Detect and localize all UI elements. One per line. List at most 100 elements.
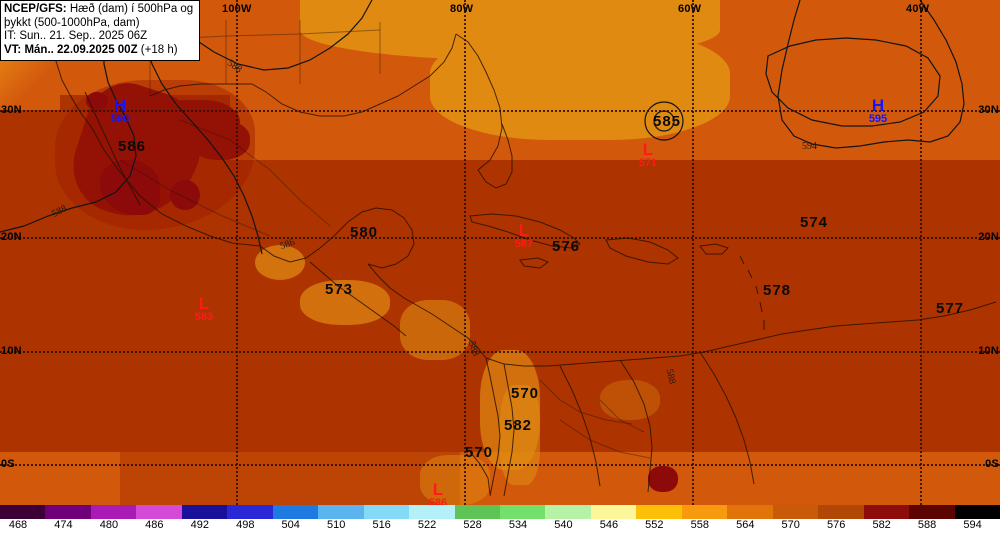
lat-label-right-0s: 0S <box>985 458 999 470</box>
center-symbol: L <box>642 140 654 159</box>
colorbar-swatch-5 <box>227 505 273 519</box>
colorbar-tick-534: 534 <box>508 519 528 531</box>
low-center-586: L 586 <box>426 481 450 505</box>
colorbar-swatch-19 <box>863 505 910 519</box>
colorbar-tick-474: 474 <box>54 519 73 531</box>
thickness-label-576-3: 576 <box>552 238 581 255</box>
low-center-583: L 583 <box>192 294 216 324</box>
colorbar-swatch-3 <box>136 505 182 519</box>
colorbar-tick-492: 492 <box>190 519 209 531</box>
lat-label-right-30n: 30N <box>978 104 999 116</box>
colorbar-tick-540: 540 <box>554 519 573 531</box>
colorbar-tick-564: 564 <box>736 519 755 531</box>
center-value: 590 <box>110 113 130 125</box>
thickness-label-570-7: 570 <box>511 385 540 402</box>
lon-label-40w: 40W <box>906 3 930 15</box>
info-line-param: þykkt (500-1000hPa, dam) <box>4 16 140 29</box>
colorbar-tick-labels: 468 474 480 486 492 498 504 510 516 522 528 534 540 5… <box>0 519 1000 533</box>
colorbar-tick-552: 552 <box>645 519 664 531</box>
colorbar-tick-588: 588 <box>917 519 937 531</box>
lon-label-80w: 80W <box>450 3 474 15</box>
center-value: 595 <box>868 113 888 125</box>
colorbar-swatch-2 <box>90 505 137 519</box>
high-center-595: H 595 <box>866 96 890 126</box>
thickness-label-574-4: 574 <box>800 214 829 231</box>
thickness-label-573-2: 573 <box>325 281 354 298</box>
colorbar-tick-558: 558 <box>690 519 709 531</box>
colorbar-swatch-0 <box>0 505 46 519</box>
colorbar-tick-570: 570 <box>781 519 800 531</box>
colorbar-swatch-6 <box>272 505 319 519</box>
low-center-587: L 587 <box>512 221 536 251</box>
thickness-label-570-9: 570 <box>465 444 494 461</box>
info-valid-bold: VT: Mán.. 22.09.2025 00Z <box>4 43 138 56</box>
colorbar-tick-594: 594 <box>963 519 982 531</box>
lat-label-right-20n: 20N <box>978 231 999 243</box>
thickness-label-586-0: 586 <box>118 138 147 155</box>
center-value: 587 <box>514 238 534 250</box>
lat-label-left-30n: 30N <box>1 104 22 116</box>
colorbar-swatch-13 <box>590 505 637 519</box>
colorbar-tick-486: 486 <box>145 519 164 531</box>
field-hot-spot-samerica <box>648 466 678 492</box>
colorbar-swatch-18 <box>818 505 864 519</box>
gridline-lon-80w <box>464 0 466 505</box>
field-guiana <box>600 380 660 420</box>
gridline-lon-60w <box>692 0 694 505</box>
thickness-label-585-10: 585 <box>653 113 682 130</box>
colorbar-tick-582: 582 <box>872 519 891 531</box>
map-info-box: NCEP/GFS: Hæð (dam) í 500hPa og þykkt (5… <box>0 0 201 61</box>
field-gulf-core <box>430 30 730 140</box>
info-line-valid: VT: Mán.. 22.09.2025 00Z (+18 h) <box>4 44 193 58</box>
center-value: 586 <box>428 497 448 505</box>
center-value: 571 <box>638 157 658 169</box>
colorbar-tick-528: 528 <box>463 519 482 531</box>
colorbar-swatch-8 <box>363 505 410 519</box>
colorbar-swatch-16 <box>727 505 773 519</box>
thickness-label-582-8: 582 <box>504 417 533 434</box>
gridline-lat-0s <box>0 464 1000 466</box>
gridline-lat-10n <box>0 351 1000 353</box>
center-symbol: L <box>518 221 530 240</box>
thickness-label-580-1: 580 <box>350 224 379 241</box>
center-value: 583 <box>194 311 214 323</box>
lat-label-left-10n: 10N <box>1 345 22 357</box>
low-center-571: L 571 <box>636 140 660 170</box>
lon-label-100w: 100W <box>222 3 252 15</box>
info-line1-text: Hæð (dam) í 500hPa og <box>69 3 194 15</box>
info-valid-rest: (+18 h) <box>137 43 178 56</box>
colorbar-swatch-4 <box>181 505 228 519</box>
thickness-label-578-5: 578 <box>763 282 792 299</box>
colorbar-swatch-17 <box>772 505 819 519</box>
gridline-lon-40w <box>920 0 922 505</box>
colorbar-tick-480: 480 <box>99 519 119 531</box>
field-highland-a <box>255 245 305 280</box>
colorbar-tick-522: 522 <box>417 519 437 531</box>
gridline-lon-100w <box>236 0 238 505</box>
colorbar-swatch-21 <box>954 505 1000 519</box>
lat-label-left-0s: 0S <box>1 458 15 470</box>
colorbar-swatch-1 <box>45 505 91 519</box>
field-equator-mix <box>120 452 460 505</box>
field-hot-spot-c <box>170 180 200 210</box>
lat-label-left-20n: 20N <box>1 231 22 243</box>
center-symbol: H <box>871 96 885 115</box>
colorbar-tick-576: 576 <box>826 519 846 531</box>
colorbar-swatch-12 <box>545 505 591 519</box>
colorbar[interactable]: 468 474 480 486 492 498 504 510 516 522 528 534 540 5… <box>0 505 1000 533</box>
colorbar-tick-468: 468 <box>8 519 28 531</box>
lat-label-right-10n: 10N <box>978 345 999 357</box>
lon-label-60w: 60W <box>678 3 702 15</box>
center-symbol: L <box>198 294 210 313</box>
colorbar-swatch-10 <box>454 505 500 519</box>
colorbar-tick-516: 516 <box>372 519 391 531</box>
colorbar-swatch-20 <box>909 505 955 519</box>
info-line-init: IT: Sun.. 21. Sep.. 2025 06Z <box>4 30 148 42</box>
thickness-label-577-6: 577 <box>936 300 965 317</box>
colorbar-tick-546: 546 <box>599 519 619 531</box>
map-canvas[interactable]: 100W 80W 60W 40W 30N 20N 10N 0S 30N 20N 10N 0S 58… <box>0 0 1000 505</box>
colorbar-tick-510: 510 <box>326 519 346 531</box>
field-atlantic-dark <box>640 175 1000 235</box>
field-hot-spot-a <box>86 92 108 110</box>
